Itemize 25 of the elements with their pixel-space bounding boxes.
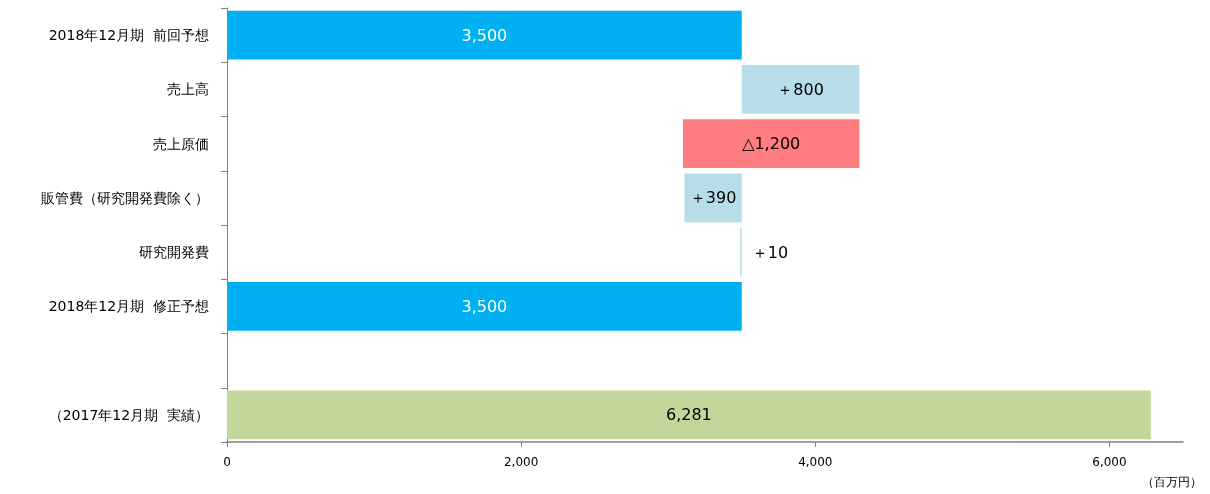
x-tick-label: 0 [223,455,231,469]
bar [227,390,1151,440]
data-label: △1,200 [742,134,801,154]
x-tick-label: 4,000 [798,455,833,469]
data-label: 6,281 [665,405,712,425]
data-label: ＋390 [689,188,737,208]
data-label: ＋10 [751,242,789,262]
bar [227,10,742,60]
y-tick-label: 2018年12月期 修正予想 [48,298,209,315]
bar [741,64,860,114]
y-tick-label: （2017年12月期 実績） [48,406,209,423]
x-axis-title: （百万円） [1142,475,1202,489]
y-tick-label: 販管費（研究開発費除く） [41,189,209,206]
y-tick-label: 売上高 [167,81,209,98]
y-tick-label: 売上原価 [153,135,209,152]
bar [682,119,860,169]
data-label: 3,500 [461,296,508,316]
x-tick-label: 2,000 [503,455,539,469]
bar [227,281,742,331]
data-label: ＋800 [777,79,824,99]
y-tick-label: 研究開発費 [139,244,209,261]
bar [684,173,742,223]
data-label: 3,500 [461,25,508,45]
x-tick-label: 6,000 [1092,455,1127,469]
y-tick-label: 2018年12月期 前回予想 [48,27,209,44]
